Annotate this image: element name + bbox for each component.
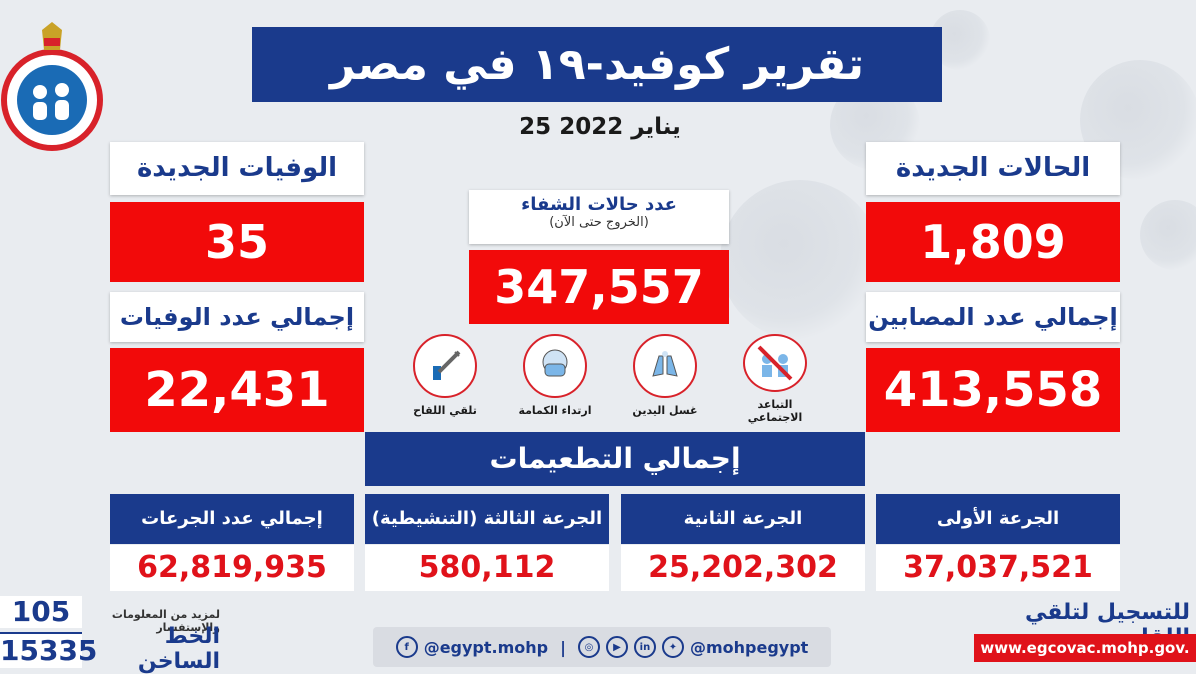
total-deaths-value: 22,431: [110, 348, 364, 432]
facebook-handle[interactable]: @egypt.mohp: [423, 637, 549, 657]
ministry-logo: [0, 20, 105, 155]
divider: |: [560, 637, 566, 657]
twitter-icon[interactable]: ✦: [661, 636, 684, 658]
precautions-row: تلقي اللقاح ارتداء الكمامة غسل اليدين ال…: [400, 334, 820, 424]
social-distancing-icon: [743, 334, 807, 392]
mask-icon: [523, 334, 587, 398]
hand-wash-icon: [633, 334, 697, 398]
page-title: تقرير كوفيد-١٩ في مصر: [252, 27, 942, 102]
dose-label: إجمالي عدد الجرعات: [110, 494, 354, 544]
precaution-label: غسل اليدين: [632, 404, 698, 417]
new-cases-label: الحالات الجديدة: [866, 142, 1120, 195]
precaution-label: تلقي اللقاح: [413, 404, 477, 417]
precaution-item: غسل اليدين: [620, 334, 710, 424]
recovered-label-box: عدد حالات الشفاء (الخروج حتى الآن): [469, 190, 729, 244]
hotline-number-1: 105: [0, 596, 82, 628]
dose-value: 62,819,935: [110, 545, 354, 591]
total-cases-value: 413,558: [866, 348, 1120, 432]
facebook-icon[interactable]: f: [395, 636, 418, 658]
hotline-info: لمزيد من المعلومات والإستفسار: [111, 608, 220, 634]
dose-value: 25,202,302: [621, 545, 865, 591]
recovered-label: عدد حالات الشفاء: [521, 194, 677, 215]
precaution-item: ارتداء الكمامة: [510, 334, 600, 424]
dose-value: 580,112: [365, 545, 609, 591]
dose-label: الجرعة الأولى: [876, 494, 1120, 544]
precaution-item: تلقي اللقاح: [400, 334, 490, 424]
recovered-value: 347,557: [469, 250, 729, 324]
hotline-numbers: 105 15335: [0, 596, 98, 668]
registration-url[interactable]: www.egcovac.mohp.gov.: [974, 634, 1196, 662]
recovered-sublabel: (الخروج حتى الآن): [549, 215, 649, 230]
vaccinations-title: إجمالي التطعيمات: [365, 432, 865, 486]
linkedin-icon[interactable]: in: [633, 636, 656, 658]
precaution-item: التباعد الاجتماعي: [730, 334, 820, 424]
total-cases-label: إجمالي عدد المصابين: [866, 292, 1120, 342]
social-handle[interactable]: @mohpegypt: [689, 637, 809, 657]
new-cases-value: 1,809: [866, 202, 1120, 282]
dose-value: 37,037,521: [876, 545, 1120, 591]
dose-label: الجرعة الثالثة (التنشيطية): [365, 494, 609, 544]
hotline-number-2: 15335: [0, 632, 98, 668]
hotline-label: الخط الساخن: [137, 624, 220, 674]
new-deaths-label: الوفيات الجديدة: [110, 142, 364, 195]
total-deaths-label: إجمالي عدد الوفيات: [110, 292, 364, 342]
youtube-icon[interactable]: ▶: [605, 636, 628, 658]
new-deaths-value: 35: [110, 202, 364, 282]
social-bar: f @egypt.mohp | ◎ ▶ in ✦ @mohpegypt: [373, 627, 831, 667]
vaccine-icon: [413, 334, 477, 398]
report-date: 25 يناير 2022: [519, 114, 681, 140]
dose-label: الجرعة الثانية: [621, 494, 865, 544]
precaution-label: ارتداء الكمامة: [518, 404, 592, 417]
instagram-icon[interactable]: ◎: [577, 636, 600, 658]
precaution-label: التباعد الاجتماعي: [747, 398, 803, 424]
